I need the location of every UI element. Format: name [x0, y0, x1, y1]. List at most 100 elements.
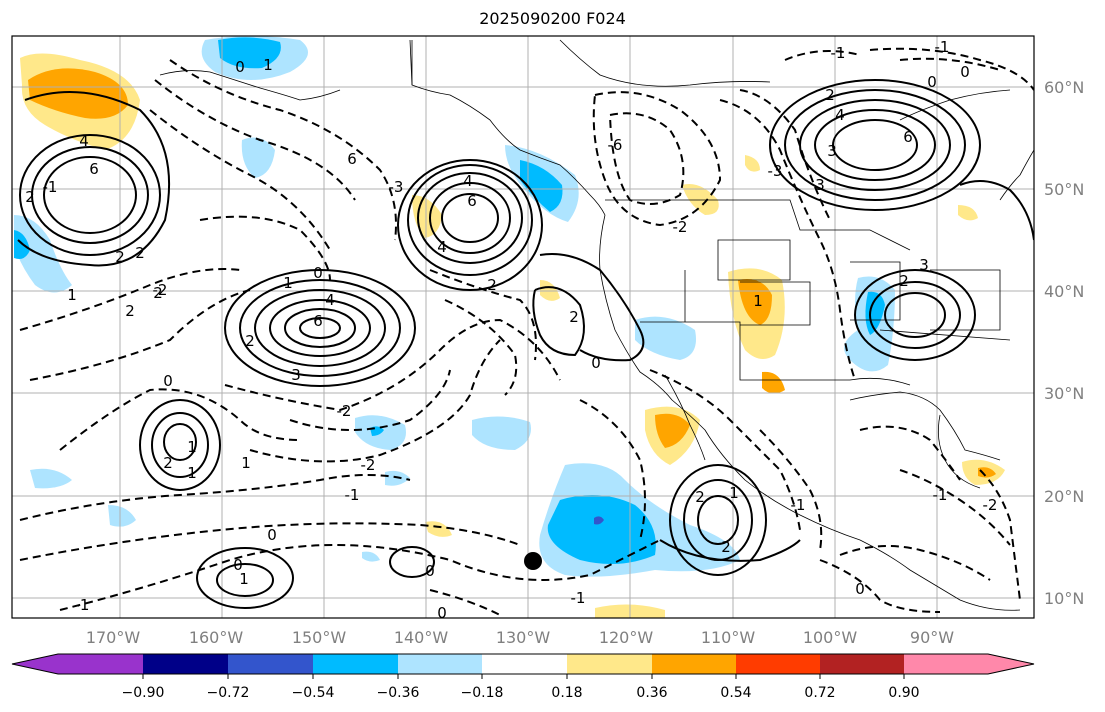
contour-label: -2 [983, 496, 998, 514]
contour-label: 1 [187, 438, 197, 456]
lon-label: 160°W [189, 628, 244, 647]
contour-label: 4 [325, 291, 335, 309]
contour-label: -1 [935, 38, 950, 56]
contour-label: -3 [768, 162, 783, 180]
colorbar-max-extension [988, 654, 1034, 674]
dashed-contours [19, 47, 1034, 616]
colorbar-segment [313, 654, 398, 674]
contour-label: -1 [345, 486, 360, 504]
positive-anomaly-core [978, 467, 996, 478]
contour-label: 2 [115, 248, 125, 266]
contour-label: 6 [89, 160, 99, 178]
colorbar-label: 0.36 [636, 685, 667, 701]
negative-anomaly-shade [362, 551, 380, 562]
colorbar-segment [820, 654, 904, 674]
positive-anomaly-shade [762, 371, 785, 394]
contour-label: 1 [241, 454, 251, 472]
contour-label: 4 [835, 106, 845, 124]
contour-label: 3 [291, 366, 301, 384]
negative-anomaly-core [520, 160, 563, 212]
lon-label: 110°W [701, 628, 756, 647]
contour-label: -2 [153, 281, 168, 299]
lon-label: 90°W [910, 628, 954, 647]
map-title: 2025090200 F024 [479, 9, 626, 28]
latitude-labels: 60°N 50°N 40°N 30°N 20°N 10°N [1044, 78, 1084, 608]
colorbar-segment [736, 654, 820, 674]
lat-label: 20°N [1044, 487, 1084, 506]
colorbar-label: −0.36 [377, 685, 420, 701]
contour-label: 3 [919, 256, 929, 274]
lat-label: 30°N [1044, 384, 1084, 403]
contour-label: 4 [437, 238, 447, 256]
positive-anomaly-shade [745, 155, 760, 172]
negative-anomaly-shade [472, 416, 531, 450]
contour-label: -2 [673, 218, 688, 236]
contour-label: 2 [163, 454, 173, 472]
contour-label: 0 [927, 73, 937, 91]
colorbar: −0.90 −0.72 −0.54 −0.36 −0.18 0.18 0.36 … [11, 653, 1035, 701]
lon-label: 130°W [496, 628, 551, 647]
contour-label: 2 [125, 302, 135, 320]
contour-label: 6 [313, 312, 323, 330]
contour-label: 3 [815, 176, 825, 194]
contour-label: 2 [721, 538, 731, 556]
colorbar-segment [398, 654, 482, 674]
negative-anomaly-core [218, 37, 281, 69]
contour-label: 1 [239, 570, 249, 588]
positive-anomaly-core [28, 68, 128, 119]
colorbar-label: 0.72 [804, 685, 835, 701]
colorbar-label: −0.54 [292, 685, 335, 701]
contour-label: 0 [313, 264, 323, 282]
contour-label: -6 [608, 136, 623, 154]
lat-label: 60°N [1044, 78, 1084, 97]
longitude-labels: 170°W 160°W 150°W 140°W 130°W 120°W 110°… [86, 628, 954, 647]
contour-label: 1 [729, 484, 739, 502]
contour-label: 2 [135, 244, 145, 262]
lat-label: 50°N [1044, 180, 1084, 199]
negative-anomaly-core [865, 291, 885, 335]
contour-label: 2 [695, 488, 705, 506]
colorbar-label: −0.18 [461, 685, 504, 701]
colorbar-label: −0.72 [207, 685, 250, 701]
contour-label: 1 [67, 286, 77, 304]
contour-label: 1 [187, 464, 197, 482]
solid-contours [17, 79, 1034, 609]
lon-label: 150°W [292, 628, 347, 647]
lon-label: 140°W [394, 628, 449, 647]
contour-label: 0 [163, 372, 173, 390]
contour-label: 6 [467, 192, 477, 210]
lon-label: 170°W [86, 628, 141, 647]
contour-label: 1 [263, 56, 273, 74]
positive-anomaly-shade [682, 184, 719, 215]
negative-anomaly-shade [14, 215, 72, 293]
contour-label: 0 [233, 556, 243, 574]
contour-label: 6 [347, 150, 357, 168]
contour-label: 2 [899, 272, 909, 290]
contour-label: -1 [43, 178, 58, 196]
contour-label: 4 [463, 172, 473, 190]
contour-label: -1 [571, 589, 586, 607]
colorbar-outline [11, 653, 1035, 675]
positive-anomaly-shade [425, 521, 452, 537]
colorbar-segment [904, 654, 988, 674]
positive-anomaly-shade [540, 280, 560, 301]
contour-label: 2 [569, 308, 579, 326]
colorbar-label: 0.90 [888, 685, 919, 701]
colorbar-min-extension [12, 654, 58, 674]
contour-label: 2 [487, 276, 497, 294]
contour-label: 0 [267, 526, 277, 544]
coastlines [159, 39, 1034, 611]
contour-label: -1 [831, 44, 846, 62]
colorbar-segment [482, 654, 567, 674]
colorbar-segment [143, 654, 228, 674]
colorbar-label: 0.18 [551, 685, 582, 701]
contour-labels: 4 6 2 2 1 2 0 1 6 4 6 2 3 0 2 1 4 6 1 2 … [25, 38, 998, 618]
contour-label: 2 [245, 332, 255, 350]
positive-anomaly-shade [958, 205, 978, 221]
lat-label: 10°N [1044, 589, 1084, 608]
colorbar-label: 0.54 [720, 685, 751, 701]
contour-label: -1 [933, 486, 948, 504]
contour-label: -1 [791, 496, 806, 514]
contour-label: 0 [235, 58, 245, 76]
contour-label: 2 [153, 284, 163, 302]
